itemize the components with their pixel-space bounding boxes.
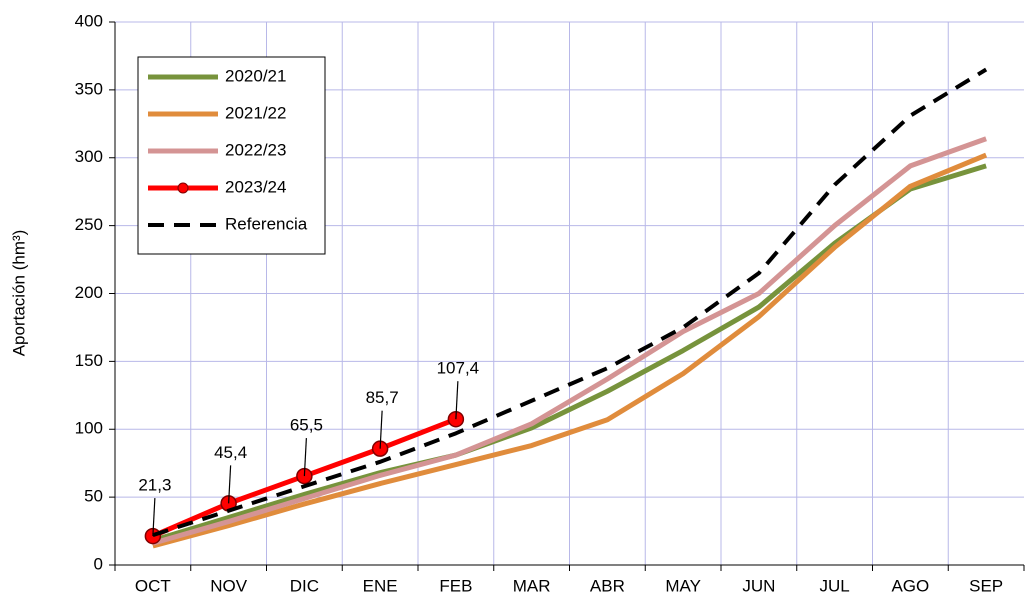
leader-line: [303, 438, 307, 477]
legend-label: 2022/23: [225, 140, 286, 159]
y-tick-label: 350: [75, 79, 103, 98]
y-tick-label: 50: [84, 487, 103, 506]
legend-label: 2021/22: [225, 103, 286, 122]
leader-line: [228, 465, 232, 504]
leader-line: [152, 498, 156, 537]
series-line: [152, 152, 988, 549]
series-line: [152, 67, 988, 538]
y-tick-label: 100: [75, 419, 103, 438]
x-tick-label: FEB: [439, 576, 472, 595]
series-line: [152, 136, 987, 546]
x-tick-label: JUL: [820, 576, 850, 595]
y-tick-label: 150: [75, 351, 103, 370]
legend-label: 2023/24: [225, 177, 286, 196]
y-tick-label: 0: [94, 554, 103, 573]
value-label: 21,3: [138, 476, 171, 495]
x-tick-label: AGO: [891, 576, 929, 595]
y-tick-label: 250: [75, 215, 103, 234]
value-label: 45,4: [214, 443, 247, 462]
legend-box: [137, 56, 326, 255]
y-axis-title: Aportación (hm³): [9, 230, 28, 357]
x-tick-label: DIC: [290, 576, 319, 595]
y-tick-label: 200: [75, 283, 103, 302]
x-tick-label: MAR: [513, 576, 551, 595]
x-tick-label: ABR: [590, 576, 625, 595]
x-tick-label: MAY: [665, 576, 701, 595]
value-label: 65,5: [290, 416, 323, 435]
x-tick-label: JUN: [742, 576, 775, 595]
legend-label: Referencia: [225, 214, 308, 233]
x-tick-label: SEP: [969, 576, 1003, 595]
legend-label: 2020/21: [225, 66, 286, 85]
value-label: 107,4: [437, 359, 480, 378]
leader-line: [455, 381, 459, 420]
x-tick-label: ENE: [363, 576, 398, 595]
x-tick-label: OCT: [135, 576, 171, 595]
y-tick-label: 300: [75, 147, 103, 166]
x-tick-label: NOV: [210, 576, 248, 595]
legend-marker: [177, 182, 189, 194]
y-tick-label: 400: [75, 11, 103, 30]
value-label: 85,7: [366, 388, 399, 407]
leader-line: [379, 410, 383, 449]
